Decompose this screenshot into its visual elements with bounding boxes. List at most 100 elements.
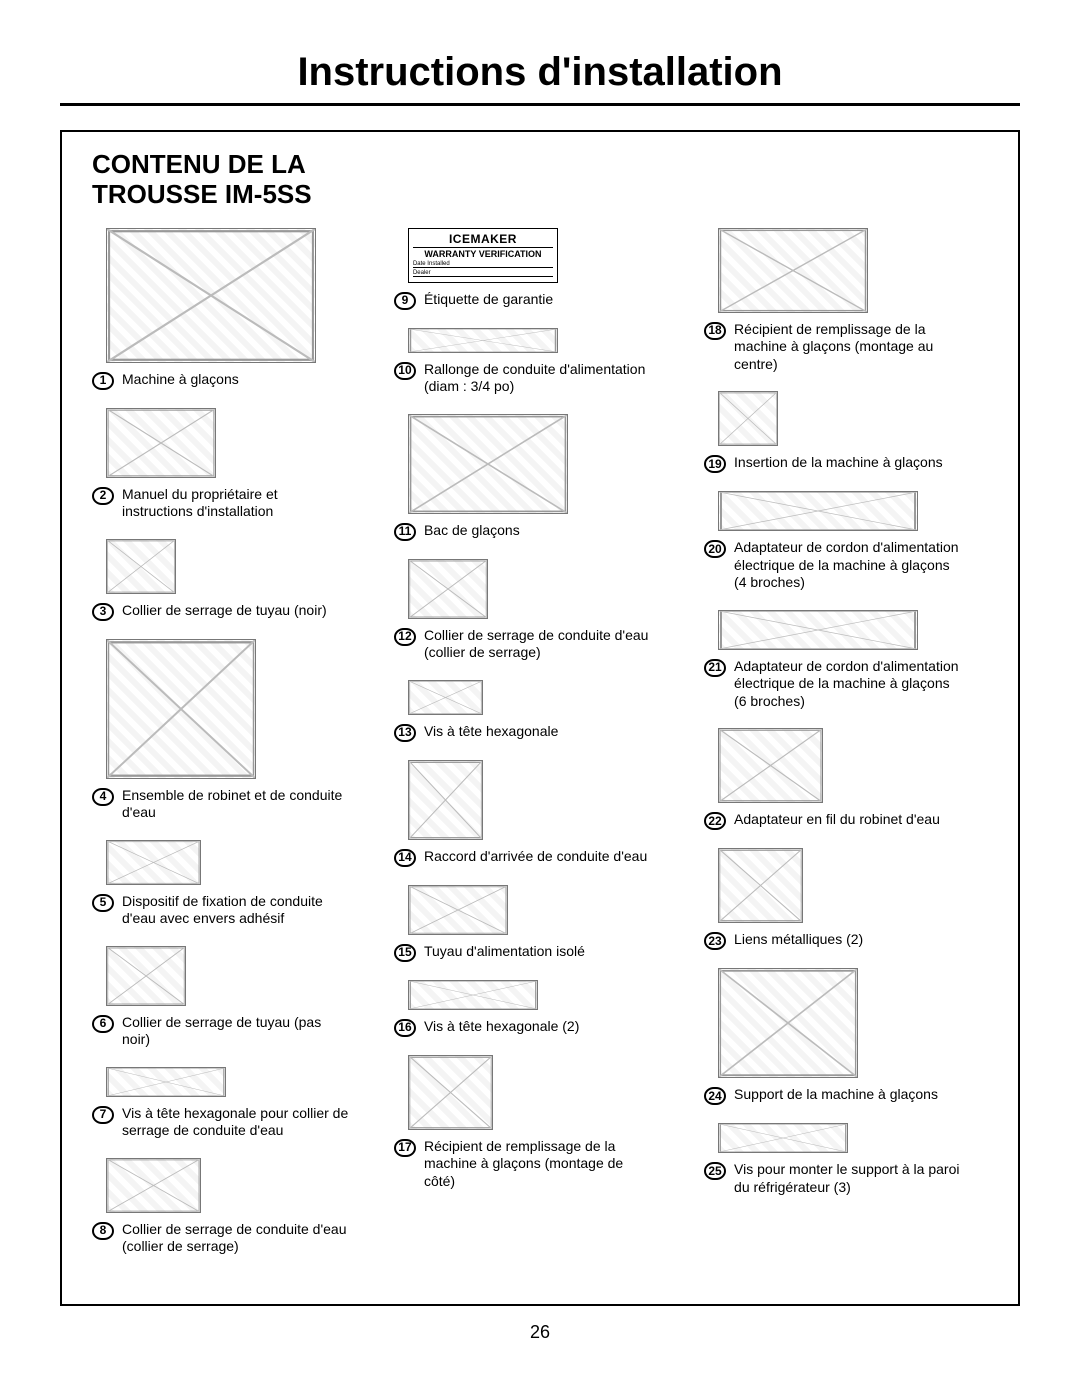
- kit-item-6: 6Collier de serrage de tuyau (pas noir): [92, 946, 376, 1049]
- kit-item-16: 16 Vis à tête hexagonale (2): [394, 980, 686, 1037]
- item-label-text: Adaptateur de cordon d'alimentation élec…: [734, 539, 964, 592]
- item-number-bubble: 11: [394, 523, 416, 541]
- illustration-4: [106, 639, 256, 779]
- item-number-bubble: 12: [394, 628, 416, 646]
- item-number-bubble: 3: [92, 603, 114, 621]
- kit-item-21: 21Adaptateur de cordon d'alimentation él…: [704, 610, 988, 711]
- item-label-text: Liens métalliques (2): [734, 931, 863, 949]
- item-label-row: 10 Rallonge de conduite d'alimentation (d…: [394, 361, 654, 396]
- item-label-text: Vis à tête hexagonale: [424, 723, 558, 741]
- item-label-row: 18Récipient de remplissage de la machine…: [704, 321, 964, 374]
- item-label-row: 11 Bac de glaçons: [394, 522, 654, 541]
- item-label-text: Récipient de remplissage de la machine à…: [424, 1138, 654, 1191]
- item-label-row: 9Étiquette de garantie: [394, 291, 654, 310]
- kit-item-1: 1 Machine à glaçons: [92, 228, 376, 390]
- illustration-18: [718, 228, 868, 313]
- item-number-bubble: 13: [394, 724, 416, 742]
- item-number-bubble: 10: [394, 362, 416, 380]
- kit-item-24: 24 Support de la machine à glaçons: [704, 968, 988, 1105]
- item-label-text: Collier de serrage de tuyau (noir): [122, 602, 327, 620]
- columns: 1 Machine à glaçons 2Manuel du propriétair…: [92, 228, 988, 1274]
- kit-item-13: 13 Vis à tête hexagonale: [394, 680, 686, 742]
- illustration-8: [106, 1158, 201, 1213]
- illustration-12: [408, 559, 488, 619]
- item-label-row: 12 Collier de serrage de conduite d'eau (…: [394, 627, 654, 662]
- item-label-text: Rallonge de conduite d'alimentation (dia…: [424, 361, 654, 396]
- item-label-row: 21Adaptateur de cordon d'alimentation él…: [704, 658, 964, 711]
- illustration-13: [408, 680, 483, 715]
- item-label-text: Ensemble de robinet et de conduite d'eau: [122, 787, 352, 822]
- illustration-10: [408, 328, 558, 353]
- item-number-bubble: 14: [394, 849, 416, 867]
- illustration-2: [106, 408, 216, 478]
- kit-item-8: 8 Collier de serrage de conduite d'eau (c…: [92, 1158, 376, 1256]
- item-label-row: 15Tuyau d'alimentation isolé: [394, 943, 654, 962]
- warranty-subtitle: WARRANTY VERIFICATION: [413, 249, 553, 259]
- illustration-15: [408, 885, 508, 935]
- item-label-row: 17Récipient de remplissage de la machine…: [394, 1138, 654, 1191]
- kit-item-18: 18Récipient de remplissage de la machine…: [704, 228, 988, 374]
- item-label-row: 6Collier de serrage de tuyau (pas noir): [92, 1014, 352, 1049]
- item-label-text: Vis à tête hexagonale (2): [424, 1018, 579, 1036]
- content-box: CONTENU DE LA TROUSSE IM-5SS 1 Machine à …: [60, 130, 1020, 1306]
- item-label-row: 22 Adaptateur en fil du robinet d'eau: [704, 811, 964, 830]
- item-number-bubble: 5: [92, 894, 114, 912]
- item-label-text: Tuyau d'alimentation isolé: [424, 943, 585, 961]
- illustration-7: [106, 1067, 226, 1097]
- kit-item-15: 15Tuyau d'alimentation isolé: [394, 885, 686, 962]
- item-number-bubble: 22: [704, 812, 726, 830]
- illustration-25: [718, 1123, 848, 1153]
- illustration-20: [718, 491, 918, 531]
- kit-item-17: 17Récipient de remplissage de la machine…: [394, 1055, 686, 1191]
- column-1: 1 Machine à glaçons 2Manuel du propriétair…: [92, 228, 376, 1274]
- item-label-text: Dispositif de fixation de conduite d'eau…: [122, 893, 352, 928]
- item-number-bubble: 8: [92, 1222, 114, 1240]
- kit-item-25: 25 Vis pour monter le support à la paroi …: [704, 1123, 988, 1196]
- illustration-5: [106, 840, 201, 885]
- item-label-text: Insertion de la machine à glaçons: [734, 454, 943, 472]
- item-label-row: 7Vis à tête hexagonale pour collier de s…: [92, 1105, 352, 1140]
- item-label-row: 2Manuel du propriétaire et instructions …: [92, 486, 352, 521]
- item-label-text: Manuel du propriétaire et instructions d…: [122, 486, 352, 521]
- column-2: ICEMAKERWARRANTY VERIFICATIONDate Instal…: [394, 228, 686, 1274]
- page-title: Instructions d'installation: [60, 50, 1020, 95]
- item-number-bubble: 16: [394, 1019, 416, 1037]
- item-label-text: Adaptateur en fil du robinet d'eau: [734, 811, 940, 829]
- illustration-1: [106, 228, 316, 363]
- item-label-row: 1 Machine à glaçons: [92, 371, 352, 390]
- item-number-bubble: 24: [704, 1087, 726, 1105]
- item-label-row: 5 Dispositif de fixation de conduite d'ea…: [92, 893, 352, 928]
- illustration-11: [408, 414, 568, 514]
- item-label-text: Vis pour monter le support à la paroi du…: [734, 1161, 964, 1196]
- kit-item-4: 4Ensemble de robinet et de conduite d'ea…: [92, 639, 376, 822]
- illustration-24: [718, 968, 858, 1078]
- kit-item-19: 19Insertion de la machine à glaçons: [704, 391, 988, 473]
- item-label-text: Support de la machine à glaçons: [734, 1086, 938, 1104]
- illustration-19: [718, 391, 778, 446]
- item-number-bubble: 1: [92, 372, 114, 390]
- illustration-23: [718, 848, 803, 923]
- illustration-6: [106, 946, 186, 1006]
- kit-item-7: 7Vis à tête hexagonale pour collier de s…: [92, 1067, 376, 1140]
- illustration-17: [408, 1055, 493, 1130]
- item-number-bubble: 25: [704, 1162, 726, 1180]
- kit-header: CONTENU DE LA TROUSSE IM-5SS: [92, 150, 988, 210]
- item-number-bubble: 23: [704, 932, 726, 950]
- item-label-row: 13 Vis à tête hexagonale: [394, 723, 654, 742]
- warranty-title: ICEMAKER: [413, 232, 553, 248]
- kit-item-12: 12 Collier de serrage de conduite d'eau (…: [394, 559, 686, 662]
- column-3: 18Récipient de remplissage de la machine…: [704, 228, 988, 1274]
- item-label-text: Machine à glaçons: [122, 371, 239, 389]
- item-label-row: 4Ensemble de robinet et de conduite d'ea…: [92, 787, 352, 822]
- illustration-22: [718, 728, 823, 803]
- item-label-text: Bac de glaçons: [424, 522, 520, 540]
- illustration-14: [408, 760, 483, 840]
- item-label-text: Collier de serrage de conduite d'eau (co…: [424, 627, 654, 662]
- illustration-16: [408, 980, 538, 1010]
- item-number-bubble: 21: [704, 659, 726, 677]
- illustration-21: [718, 610, 918, 650]
- kit-item-11: 11 Bac de glaçons: [394, 414, 686, 541]
- item-number-bubble: 18: [704, 322, 726, 340]
- warranty-card: ICEMAKERWARRANTY VERIFICATIONDate Instal…: [408, 228, 558, 283]
- item-label-text: Collier de serrage de conduite d'eau (co…: [122, 1221, 352, 1256]
